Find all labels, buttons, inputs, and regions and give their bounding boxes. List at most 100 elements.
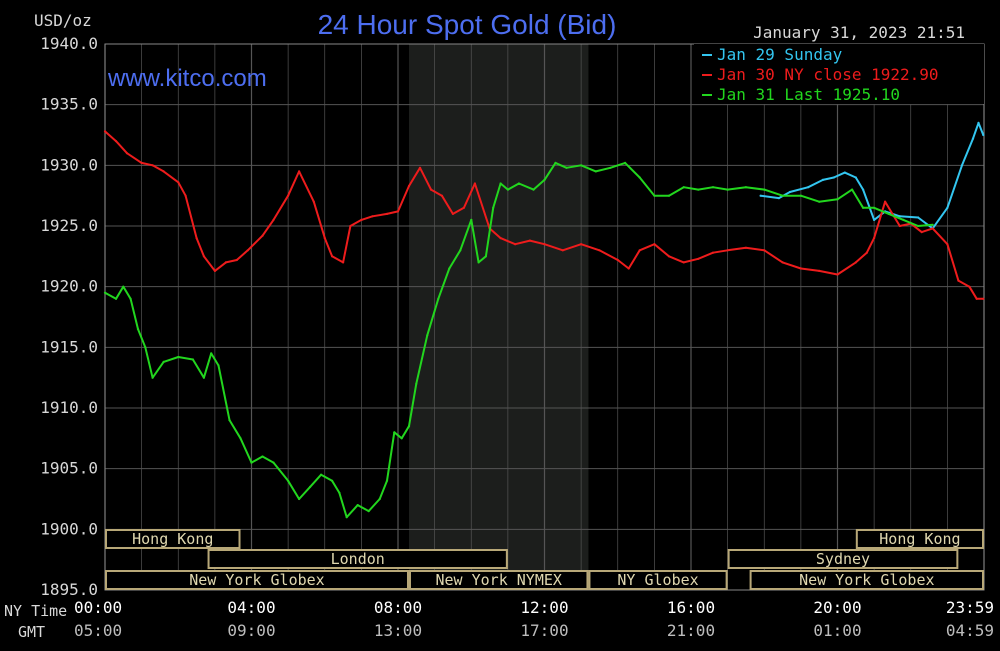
- y-tick-label: 1925.0: [40, 216, 98, 235]
- y-tick-label: 1930.0: [40, 155, 98, 174]
- x-tick-label-ny: 08:00: [374, 598, 422, 617]
- series-point: [653, 243, 656, 246]
- session-label: Hong Kong: [132, 530, 213, 548]
- y-tick-label: 1900.0: [40, 519, 98, 538]
- series-point: [799, 267, 803, 270]
- series-point: [836, 198, 839, 201]
- series-point: [759, 194, 762, 197]
- series-point: [682, 186, 685, 189]
- series-point: [543, 243, 546, 246]
- series-point: [873, 206, 876, 209]
- series-point: [140, 161, 143, 164]
- series-point: [638, 249, 641, 252]
- legend-label: Jan 31 Last 1925.10: [717, 85, 900, 104]
- series-point: [473, 182, 476, 185]
- y-tick-label: 1935.0: [40, 95, 98, 114]
- series-point: [356, 504, 359, 507]
- series-point: [594, 170, 597, 173]
- y-tick-label: 1915.0: [40, 337, 98, 356]
- series-point: [624, 161, 627, 164]
- series-point: [298, 497, 301, 501]
- series-point: [946, 243, 949, 246]
- series-point: [788, 190, 792, 194]
- series-point: [451, 212, 454, 215]
- series-point: [492, 206, 495, 209]
- session-label: New York Globex: [189, 571, 324, 589]
- watermark: www.kitco.com: [107, 65, 267, 92]
- series-point: [917, 216, 920, 219]
- series-point: [836, 273, 839, 276]
- series-point: [484, 255, 487, 258]
- series-point: [114, 297, 118, 300]
- series-point: [931, 223, 934, 226]
- series-point: [854, 176, 857, 179]
- legend-label: Jan 30 NY close 1922.90: [717, 65, 939, 84]
- series-point: [103, 130, 107, 133]
- series-point: [177, 181, 180, 184]
- series-point: [360, 218, 363, 221]
- session-box: [105, 529, 241, 549]
- series-point: [129, 297, 132, 300]
- series-point: [865, 251, 868, 254]
- series-point: [873, 218, 876, 221]
- series-point: [103, 291, 107, 294]
- series-point: [272, 218, 275, 221]
- series-point: [250, 461, 253, 464]
- series-point: [342, 261, 345, 264]
- x-tick-label-gmt: 21:00: [667, 621, 715, 640]
- series-point: [777, 197, 781, 200]
- series-point: [122, 285, 125, 288]
- series-point: [968, 285, 971, 288]
- series-line: [104, 130, 984, 300]
- series-point: [580, 164, 583, 167]
- series-point: [407, 184, 411, 188]
- series-point: [448, 267, 451, 270]
- series-point: [470, 218, 473, 221]
- series-point: [781, 194, 784, 197]
- session-label: New York Globex: [799, 571, 934, 589]
- series-point: [287, 194, 290, 197]
- x-tick-label-gmt: 13:00: [374, 621, 422, 640]
- y-tick-label: 1910.0: [40, 398, 98, 417]
- legend-box: [694, 44, 984, 104]
- series-point: [807, 186, 810, 189]
- series-point: [367, 510, 370, 513]
- series-point: [543, 178, 546, 181]
- y-tick-label: 1895.0: [40, 580, 98, 599]
- series-point: [799, 194, 803, 197]
- series-point: [832, 176, 835, 179]
- series-point: [682, 261, 685, 264]
- session-label: Hong Kong: [879, 530, 960, 548]
- series-point: [261, 455, 264, 458]
- y-tick-label: 1940.0: [40, 34, 98, 53]
- series-point: [653, 194, 656, 197]
- series-point: [345, 516, 348, 519]
- timestamp: January 31, 2023 21:51: [753, 23, 965, 42]
- series-point: [378, 497, 381, 501]
- series-point: [144, 346, 147, 349]
- series-point: [763, 249, 766, 252]
- series-point: [726, 249, 729, 252]
- series-point: [565, 166, 568, 169]
- series-point: [298, 170, 301, 173]
- series-point: [162, 360, 165, 363]
- y-axis: 1940.0 1935.0 1930.0 1925.0 1920.0 1915.0 1910…: [40, 34, 98, 599]
- series-point: [312, 200, 315, 203]
- series-point: [898, 224, 901, 228]
- x-tick-label-ny: 16:00: [667, 598, 715, 617]
- series-point: [235, 258, 238, 262]
- series-point: [385, 212, 389, 215]
- series-point: [532, 188, 535, 191]
- series-point: [902, 218, 905, 221]
- nymex-session-shade: [408, 44, 589, 590]
- series-point: [818, 200, 821, 203]
- x-axis: 00:00 05:00 04:00 09:00 08:00 13:00 12:00 17:00…: [4, 598, 994, 641]
- series-point: [627, 267, 630, 270]
- series-point: [711, 251, 715, 254]
- x-tick-label-ny: 00:00: [74, 598, 122, 617]
- gmt-label: GMT: [18, 623, 45, 641]
- series-point: [946, 206, 949, 209]
- series-point: [726, 188, 729, 191]
- series-point: [459, 249, 462, 252]
- series-point: [982, 133, 985, 137]
